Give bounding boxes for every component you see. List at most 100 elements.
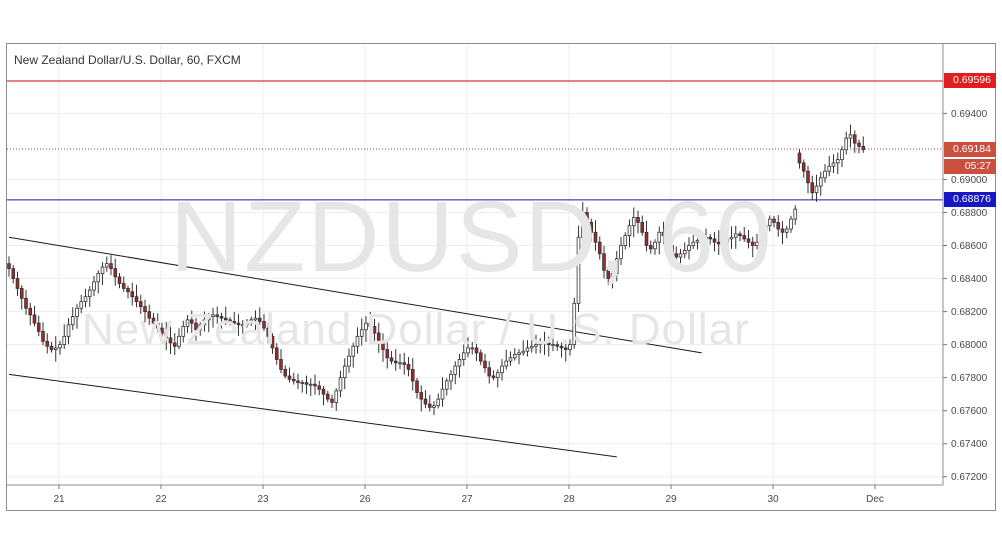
candle-down xyxy=(126,288,130,293)
candle-down xyxy=(738,233,742,236)
chart-title: New Zealand Dollar/U.S. Dollar, 60, FXCM xyxy=(14,53,241,67)
candle-up xyxy=(53,347,58,350)
candle-up xyxy=(687,245,691,251)
candle-up xyxy=(181,326,186,337)
price-tick-label: 0.68000 xyxy=(951,340,988,351)
candle-down xyxy=(296,380,300,383)
candle-up xyxy=(848,134,853,139)
candle-up xyxy=(763,225,768,236)
candle-up xyxy=(551,344,555,347)
candle-up xyxy=(504,360,509,367)
time-tick-label: 26 xyxy=(359,494,371,505)
candle-up xyxy=(755,241,759,246)
candle-down xyxy=(670,245,674,255)
candle-up xyxy=(359,329,364,337)
time-tick-label: 21 xyxy=(53,494,65,505)
candle-down xyxy=(602,253,606,271)
candle-up xyxy=(517,352,521,355)
candle-up xyxy=(759,235,764,243)
candle-down xyxy=(593,231,598,243)
horizontal-lines xyxy=(7,80,943,201)
candle-down xyxy=(661,231,666,236)
candle-down xyxy=(780,228,785,233)
candle-down xyxy=(117,276,122,284)
price-tick-label: 0.68600 xyxy=(951,241,988,252)
time-tick-label: Dec xyxy=(866,494,884,505)
candle-down xyxy=(716,241,721,245)
candle-up xyxy=(440,388,445,400)
candle-down xyxy=(478,352,483,362)
candle-down xyxy=(155,322,160,329)
time-tick-label: 22 xyxy=(155,494,167,505)
channel-lower-line xyxy=(8,373,617,458)
candle-up xyxy=(529,345,534,349)
time-tick-label: 29 xyxy=(665,494,677,505)
candle-down xyxy=(402,362,407,365)
candle-up xyxy=(682,250,687,255)
candle-up xyxy=(627,225,632,236)
candle-up xyxy=(249,319,254,324)
candle-down xyxy=(483,360,487,369)
candle-up xyxy=(657,231,662,243)
candle-up xyxy=(83,296,88,303)
candle-down xyxy=(19,288,24,299)
candle-up xyxy=(495,372,500,379)
candle-down xyxy=(24,297,28,309)
candle-down xyxy=(381,340,385,350)
candle-down xyxy=(109,263,113,270)
candle-down xyxy=(712,238,717,243)
candle-up xyxy=(568,344,572,350)
candle-down xyxy=(232,321,237,324)
candle-down xyxy=(376,332,381,342)
candle-down xyxy=(36,322,41,332)
candle-up xyxy=(58,344,62,349)
candle-up xyxy=(678,253,683,258)
candle-up xyxy=(538,342,543,346)
candle-up xyxy=(202,319,207,326)
candle-up xyxy=(721,241,725,245)
candle-up xyxy=(449,373,453,382)
candle-up xyxy=(614,258,619,274)
candle-down xyxy=(291,378,296,382)
candle-up xyxy=(767,218,772,227)
last-price-tag: 0.69184 xyxy=(944,141,996,157)
time-tick-label: 23 xyxy=(257,494,269,505)
bar-countdown-tag: 05:27 xyxy=(944,158,996,174)
candle-down xyxy=(861,146,866,151)
candle-down xyxy=(555,344,560,347)
candle-up xyxy=(300,382,305,384)
candle-down xyxy=(266,327,271,337)
grid-lines xyxy=(7,44,943,485)
candle-down xyxy=(487,367,492,377)
candle-down xyxy=(806,170,810,184)
candle-down xyxy=(585,212,589,223)
candle-down xyxy=(49,345,54,350)
candle-down xyxy=(121,283,126,289)
candle-up xyxy=(844,137,849,151)
candle-down xyxy=(648,245,653,250)
candle-up xyxy=(784,228,789,233)
candle-up xyxy=(62,335,67,346)
candle-down xyxy=(11,268,16,279)
candle-up xyxy=(470,347,475,350)
candle-up xyxy=(338,377,343,392)
candle-up xyxy=(623,235,628,246)
candle-up xyxy=(347,355,351,367)
candle-down xyxy=(45,340,50,347)
candle-down xyxy=(138,301,143,308)
channel-upper-line xyxy=(8,236,702,354)
candle-up xyxy=(823,170,827,179)
candle-down xyxy=(228,319,232,322)
candle-up xyxy=(831,162,836,167)
price-axis: 0.69400 0.69000 0.68800 0.68600 0.68400 0.682… xyxy=(942,44,988,485)
candle-down xyxy=(750,241,755,246)
candle-down xyxy=(419,392,424,400)
candle-up xyxy=(631,217,636,227)
candle-down xyxy=(810,182,815,194)
candle-up xyxy=(610,273,615,279)
candle-down xyxy=(219,316,224,319)
candle-up xyxy=(100,266,105,274)
candle-up xyxy=(542,342,547,345)
candle-up xyxy=(334,390,339,403)
